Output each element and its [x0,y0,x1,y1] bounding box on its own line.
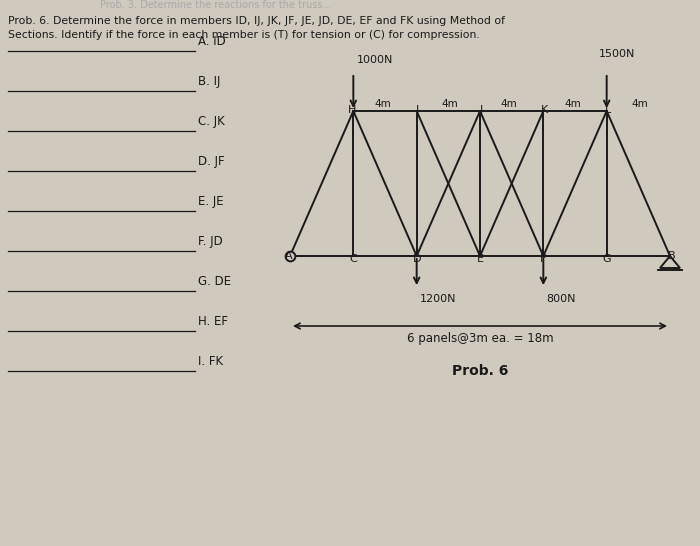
Text: G: G [603,254,611,264]
Text: 6 panels@3m ea. = 18m: 6 panels@3m ea. = 18m [407,332,553,345]
Text: 4m: 4m [500,99,517,109]
Text: G. DE: G. DE [198,275,231,288]
Text: K: K [540,105,547,115]
Text: Prob. 3. Determine the reactions for the truss...: Prob. 3. Determine the reactions for the… [100,0,332,10]
Text: J: J [479,105,482,115]
Text: E: E [477,254,484,264]
Text: 4m: 4m [374,99,391,109]
Text: D: D [412,254,421,264]
Text: D. JF: D. JF [198,155,225,168]
Text: H. EF: H. EF [198,315,228,328]
Text: I: I [416,105,419,115]
Text: B. IJ: B. IJ [198,75,220,88]
Text: 4m: 4m [442,99,458,109]
Text: Prob. 6. Determine the force in members ID, IJ, JK, JF, JE, JD, DE, EF and FK us: Prob. 6. Determine the force in members … [8,16,505,26]
Text: A: A [284,251,292,261]
Text: Prob. 6: Prob. 6 [452,364,508,378]
Text: C. JK: C. JK [198,115,225,128]
Text: 1200N: 1200N [420,294,456,304]
Text: B: B [668,251,676,261]
Text: 4m: 4m [564,99,581,109]
Text: Sections. Identify if the force in each member is (T) for tension or (C) for com: Sections. Identify if the force in each … [8,30,480,40]
Text: 800N: 800N [546,294,576,304]
Text: 1000N: 1000N [356,55,393,65]
Text: L: L [605,105,610,115]
Text: F. JD: F. JD [198,235,223,248]
Text: C: C [349,254,357,264]
Text: I. FK: I. FK [198,355,223,368]
Text: 4m: 4m [632,99,649,109]
Text: E. JE: E. JE [198,195,223,208]
Text: F: F [540,254,547,264]
Text: A. ID: A. ID [198,35,225,48]
Text: 1500N: 1500N [598,49,635,59]
Text: H: H [348,105,356,115]
